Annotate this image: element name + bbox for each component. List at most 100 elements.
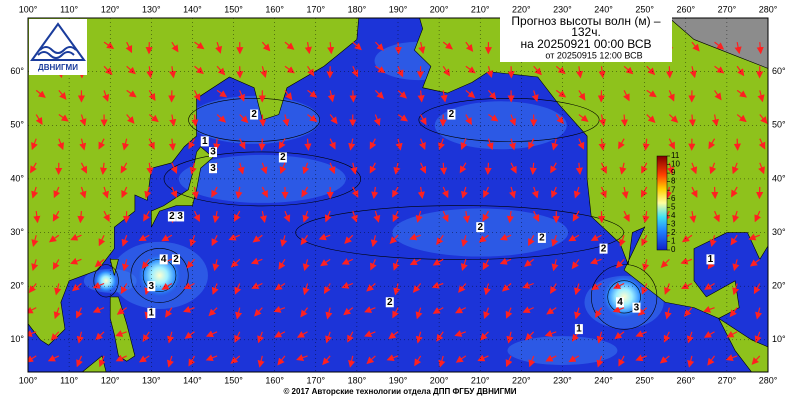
wave-arrow [731,162,739,175]
wave-arrow [307,65,315,77]
wave-arrow [212,259,220,272]
wave-arrow [709,162,717,175]
wave-arrow [419,162,427,174]
wave-arrow [551,259,559,272]
wave-arrow [482,259,490,271]
wave-arrow [35,89,46,98]
wave-arrow [98,355,106,368]
wave-arrow [125,41,133,54]
x-tick-label-bottom: 270° [718,375,737,385]
wave-arrow [465,114,472,126]
wave-arrow [351,210,358,223]
x-tick-label-bottom: 110° [60,375,78,385]
wave-arrow [591,282,602,291]
y-tick-label-left: 30° [10,227,24,237]
contour-label-bg [159,254,168,265]
wave-arrow [711,114,720,127]
wave-arrow [703,331,715,338]
wave-arrow [161,282,173,290]
wave-arrow [392,186,399,198]
wave-arrow [194,41,205,50]
contour-label-bg [172,254,180,265]
y-tick-label-left: 60° [10,66,24,76]
x-tick-label-top: 240° [594,4,613,14]
wave-arrow [417,186,425,200]
contour [130,248,189,303]
wave-arrow [58,114,69,122]
wave-arrow [329,138,336,150]
map-frame [27,17,769,373]
wave-arrow [483,307,491,320]
wave-arrow [58,90,67,100]
contour-label-bg [147,308,156,318]
wave-arrow [148,138,155,150]
land [109,259,119,276]
wave-arrow [228,233,240,241]
wave-arrow [193,210,200,223]
wave-arrow [278,259,286,270]
contour-label: 3 [177,211,183,222]
wave-arrow [412,283,422,293]
contour-label-bg [616,297,624,308]
wave-arrow [730,234,738,246]
wave-arrow [663,331,671,343]
wave-arrow [92,281,105,289]
colorbar-label: 11 [671,151,680,160]
wave-arrow [259,210,267,224]
wave-arrow [191,186,199,199]
wave-arrow [260,162,268,175]
wave-arrow [324,210,332,223]
wave-arrow [397,89,408,99]
wave-arrow [736,65,745,77]
wave-arrow [260,66,268,78]
wave-arrow [103,65,113,76]
wave-arrow [487,90,497,100]
wave-arrow [575,162,583,175]
colorbar-label: 2 [671,228,676,237]
contour-label: 3 [634,302,640,313]
contour-label-bg [176,211,185,222]
wave-arrow [522,306,534,313]
y-tick-label-right: 50° [772,120,786,130]
wave-arrow [170,186,178,199]
wave-arrow [711,186,719,200]
y-tick-label-right: 20° [772,281,786,291]
wave-arrow [755,307,763,320]
wave-arrow [499,233,512,241]
contour-label-bg [447,109,456,120]
wave-arrow [436,234,444,246]
wave-arrow [161,234,173,242]
wave-arrow [98,234,106,247]
x-tick-label-bottom: 150° [224,375,243,385]
wave-arrow [343,307,354,316]
wave-arrow [301,186,309,198]
wave-arrow [366,283,376,292]
wave-arrow [30,162,37,174]
wave-arrow [235,307,243,320]
wave-arrow [79,186,87,199]
wave-arrow [550,162,557,174]
wave-arrow [238,90,245,102]
wave-arrow [463,211,471,224]
wave-arrow [681,282,693,289]
contour [142,258,177,292]
wave-arrow [251,282,263,289]
x-tick-label-top: 150° [224,4,243,14]
wave-arrow [344,234,354,244]
wave-arrow [373,114,381,126]
wave-arrow [126,65,136,75]
wave-arrow [76,355,83,368]
wave-arrow [486,66,494,79]
wave-arrow [205,330,218,338]
wave-arrow [680,257,693,265]
wave-arrow [53,186,61,199]
colorbar-label: 5 [671,202,676,211]
wave-arrow [208,307,218,317]
wave-arrow [373,210,381,223]
wave-arrow [283,210,291,223]
wave-arrow [388,331,399,340]
wave-arrow [590,257,602,265]
wave-arrow [431,281,444,289]
x-tick-label-top: 200° [430,4,449,14]
wave-arrow [551,138,559,151]
